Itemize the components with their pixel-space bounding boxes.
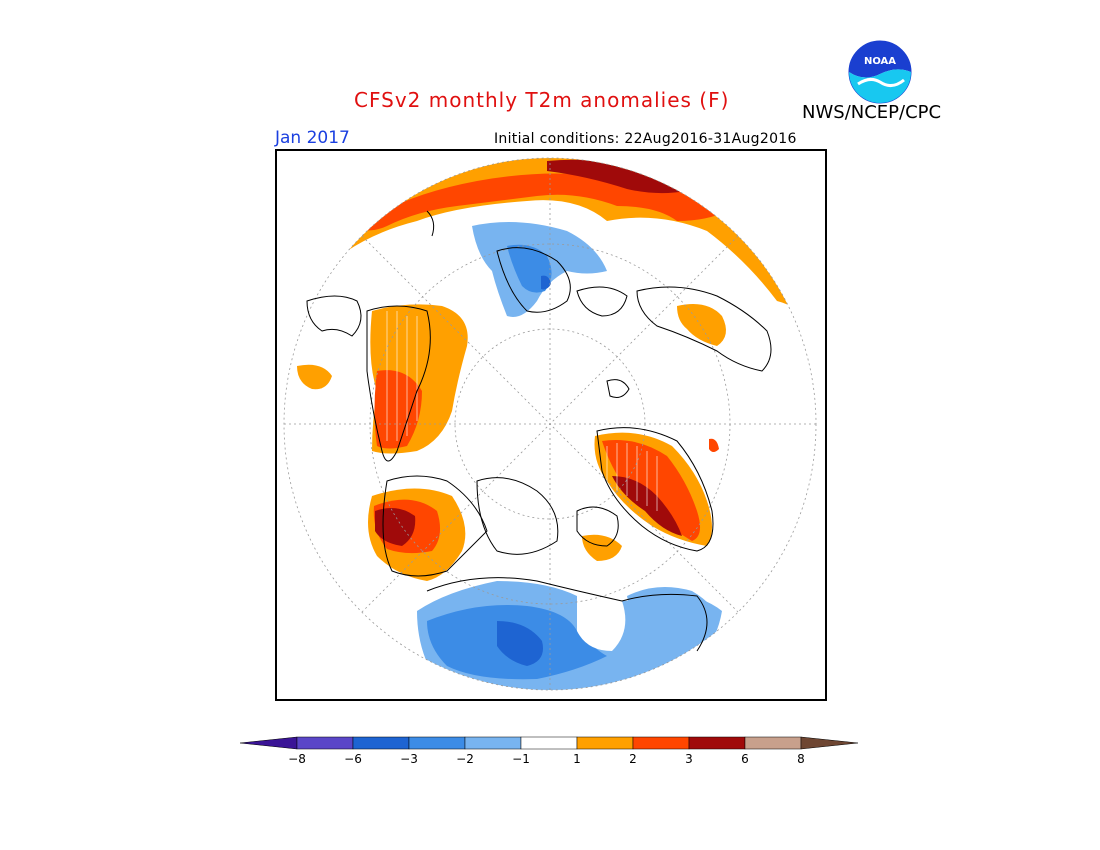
polar-anomaly-map [275, 149, 827, 701]
agency-label: NWS/NCEP/CPC [802, 102, 942, 123]
anomaly-region-siberia-orange [677, 303, 726, 346]
anomaly-region-west-small [297, 364, 332, 390]
initial-conditions-label: Initial conditions: 22Aug2016-31Aug2016 [494, 131, 797, 147]
anomaly-region-alaska-lightblue [627, 587, 717, 646]
anomaly-region-europe-blue [507, 244, 552, 293]
colorbar-tick-label: 1 [573, 752, 581, 766]
noaa-logo-icon: NOAA [848, 40, 912, 104]
colorbar-bin [408, 736, 466, 750]
colorbar-tick-label: −8 [288, 752, 306, 766]
colorbar-tick-label: 8 [797, 752, 805, 766]
anomaly-region-top-darkred [547, 159, 687, 194]
anomaly-region-west-red [374, 370, 422, 449]
colorbar-tick-label: −6 [344, 752, 362, 766]
anomaly-region-bottom-darkblue [497, 621, 543, 666]
colorbar-bin [576, 736, 634, 750]
colorbar [240, 736, 859, 750]
colorbar-tick-label: 6 [741, 752, 749, 766]
colorbar-tick-label: −3 [400, 752, 418, 766]
colorbar-tick-label: 2 [629, 752, 637, 766]
anomaly-region-small-red [709, 438, 719, 452]
colorbar-bin [632, 736, 690, 750]
noaa-logo-text: NOAA [864, 56, 896, 67]
colorbar-bin-max [800, 736, 859, 750]
map-title: CFSv2 monthly T2m anomalies (F) [354, 88, 730, 112]
colorbar-bin [688, 736, 746, 750]
forecast-month-label: Jan 2017 [275, 128, 350, 148]
colorbar-bin [744, 736, 802, 750]
colorbar-bin [352, 736, 410, 750]
colorbar-bin-min [240, 736, 298, 750]
colorbar-tick-label: 3 [685, 752, 693, 766]
colorbar-bin [464, 736, 522, 750]
anomaly-region-bottom-right-white [577, 587, 626, 651]
colorbar-bin [520, 736, 578, 750]
colorbar-tick-label: −1 [512, 752, 530, 766]
colorbar-bin [296, 736, 354, 750]
anomaly-region-canada-darkred [375, 507, 416, 546]
colorbar-tick-label: −2 [456, 752, 474, 766]
anomaly-region-europe-darkblue [541, 275, 551, 290]
